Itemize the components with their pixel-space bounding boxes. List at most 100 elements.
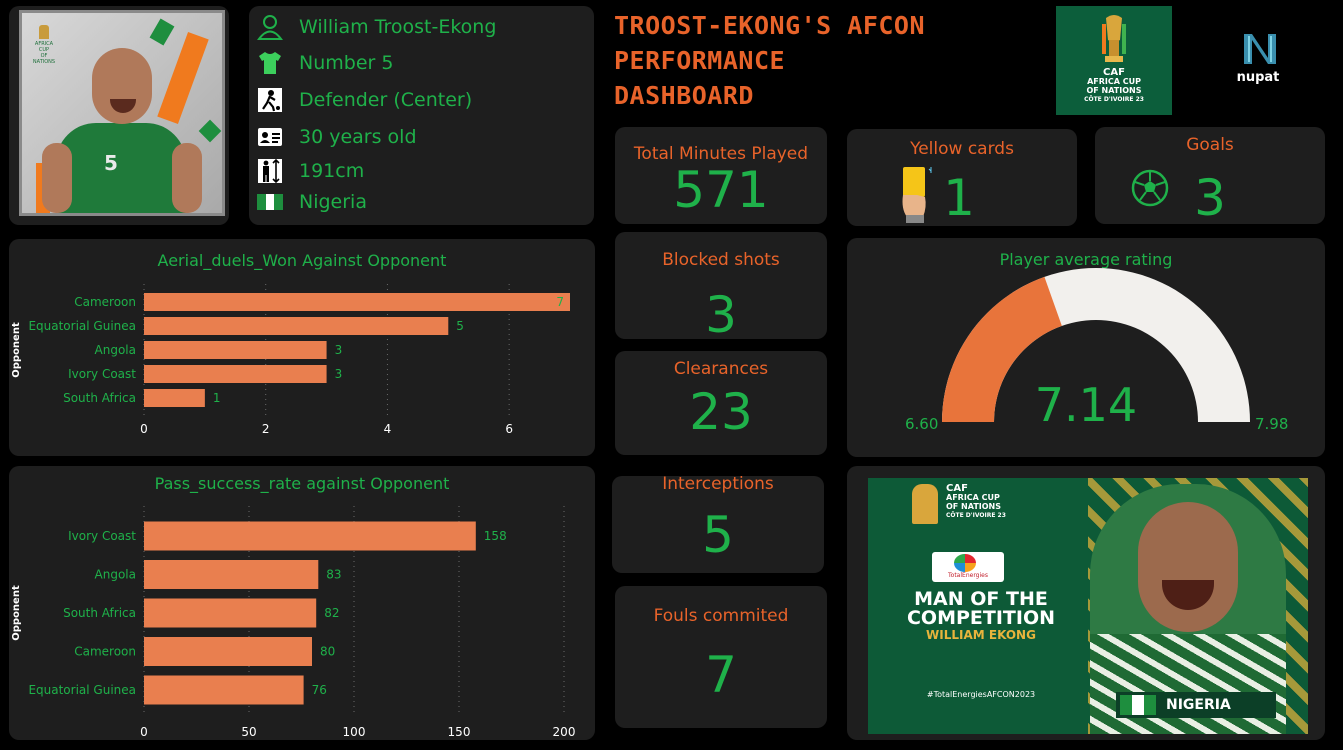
kpi-clearances-card: Clearances 23 (615, 351, 827, 455)
photo-afcon-logo: AFRICA CUP OF NATIONS (30, 25, 58, 65)
kpi-fouls-label: Fouls commited (653, 606, 789, 626)
kpi-goals-value: 3 (1194, 169, 1226, 227)
aerial-duels-chart-card: Aerial_duels_Won Against Opponent 0 2 4 6 Ca… (9, 239, 595, 456)
player-height: 191cm (299, 160, 365, 182)
poster-country-banner: NIGERIA (1116, 692, 1276, 718)
kpi-interceptions-value: 5 (702, 506, 734, 564)
kpi-minutes-card: Total Minutes Played 571 (615, 127, 827, 224)
kpi-goals-label: Goals (1186, 135, 1234, 155)
player-photo: 5 AFRICA CUP OF NATIONS (19, 10, 225, 216)
x-tick-label: 0 (140, 422, 148, 436)
bar (144, 637, 312, 666)
poster-card: CAF AFRICA CUP OF NATIONS CÔTE D'IVOIRE … (847, 466, 1325, 740)
player-age: 30 years old (299, 126, 417, 148)
nupat-logo: nupat (1228, 32, 1288, 92)
info-row-number: Number 5 (257, 48, 393, 78)
kpi-blocked-card: Blocked shots 3 (615, 232, 827, 340)
category-label: Equatorial Guinea (28, 683, 136, 697)
value-label: 3 (335, 343, 343, 357)
aerial-chart-title: Aerial_duels_Won Against Opponent (157, 251, 447, 270)
bar (144, 560, 319, 589)
info-row-country: Nigeria (257, 187, 367, 217)
jersey-number-badge: 5 (104, 151, 118, 175)
kpi-blocked-label: Blocked shots (662, 250, 780, 270)
x-tick-label: 100 (343, 725, 366, 739)
kpi-fouls-card: Fouls commited 7 (615, 586, 827, 728)
kpi-yellow-value: 1 (943, 169, 975, 227)
kpi-interceptions-label: Interceptions (662, 474, 774, 494)
category-label: Angola (95, 343, 136, 357)
height-icon (257, 158, 283, 184)
category-label: Ivory Coast (68, 367, 136, 381)
gauge-min-label: 6.60 (905, 415, 939, 433)
poster-nigeria-flag-icon (1120, 695, 1156, 715)
motc-poster: CAF AFRICA CUP OF NATIONS CÔTE D'IVOIRE … (868, 478, 1308, 734)
aerial-duels-chart: 0 2 4 6 Cameroon 7 Equatorial Guinea 5 Angola 3 Iv… (11, 284, 570, 436)
x-tick-label: 4 (384, 422, 392, 436)
bar (144, 341, 327, 359)
x-tick-label: 150 (448, 725, 471, 739)
id-card-icon (257, 124, 283, 150)
y-axis-label: Opponent (11, 322, 22, 378)
gauge-max-label: 7.98 (1255, 415, 1289, 433)
gauge-fill (942, 276, 1062, 422)
bar (144, 317, 449, 335)
football-icon (1131, 169, 1169, 211)
player-number: Number 5 (299, 52, 394, 74)
category-label: South Africa (63, 391, 136, 405)
bar (144, 365, 327, 383)
player-name: William Troost-Ekong (299, 16, 497, 38)
pass-success-chart-card: Pass_success_rate against Opponent 0 50 10… (9, 466, 595, 740)
x-tick-label: 2 (262, 422, 270, 436)
bar (144, 293, 570, 311)
poster-afcon-logo: CAF AFRICA CUP OF NATIONS CÔTE D'IVOIRE … (912, 482, 1042, 532)
category-label: Ivory Coast (68, 529, 136, 543)
value-label: 3 (335, 367, 343, 381)
afcon-logo: CAF AFRICA CUP OF NATIONS CÔTE D'IVOIRE … (1056, 6, 1172, 115)
value-label: 1 (213, 391, 221, 405)
bar (144, 521, 476, 551)
category-label: Cameroon (74, 645, 136, 659)
x-tick-label: 0 (140, 725, 148, 739)
poster-sponsor-badge: TotalEnergies (932, 552, 1004, 582)
kpi-clearances-value: 23 (689, 383, 753, 441)
pass-success-chart: 0 50 100 150 200 Ivory Coast 158 Angola 83 South … (11, 506, 575, 739)
value-label: 5 (456, 319, 464, 333)
category-label: South Africa (63, 606, 136, 620)
kpi-yellow-label: Yellow cards (910, 139, 1014, 159)
rating-gauge (942, 268, 1250, 422)
info-row-age: 30 years old (257, 122, 417, 152)
x-tick-label: 50 (241, 725, 256, 739)
bar (144, 675, 304, 705)
info-row-height: 191cm (257, 156, 364, 186)
gauge-title: Player average rating (999, 250, 1173, 269)
category-label: Angola (95, 568, 136, 582)
value-label: 7 (556, 295, 564, 309)
gauge-value: 7.14 (1034, 378, 1138, 432)
player-position: Defender (Center) (299, 89, 473, 111)
value-label: 158 (484, 529, 507, 543)
defender-icon (257, 87, 283, 113)
info-row-position: Defender (Center) (257, 85, 472, 115)
kpi-clearances-label: Clearances (673, 359, 769, 379)
poster-hashtag: #TotalEnergiesAFCON2023 (926, 690, 1036, 699)
player-country: Nigeria (299, 191, 367, 213)
user-outline-icon (257, 14, 283, 40)
jersey-icon (257, 50, 283, 76)
value-label: 76 (312, 683, 327, 697)
kpi-interceptions-card: Interceptions 5 (612, 474, 824, 573)
kpi-yellow-card: Yellow cards 1 (847, 129, 1077, 226)
x-tick-label: 6 (505, 422, 513, 436)
nigeria-flag-icon (257, 189, 283, 215)
bar (144, 598, 317, 628)
value-label: 80 (320, 645, 335, 659)
kpi-minutes-label: Total Minutes Played (633, 144, 809, 164)
category-label: Cameroon (74, 295, 136, 309)
info-row-name: William Troost-Ekong (257, 12, 496, 42)
dashboard-title: TROOST-EKONG'S AFCON PERFORMANCE DASHBOA… (614, 11, 926, 110)
poster-player-name: WILLIAM EKONG (926, 628, 1036, 642)
category-label: Equatorial Guinea (28, 319, 136, 333)
kpi-fouls-value: 7 (705, 646, 737, 704)
value-label: 82 (324, 606, 339, 620)
yellow-card-icon (897, 165, 935, 227)
